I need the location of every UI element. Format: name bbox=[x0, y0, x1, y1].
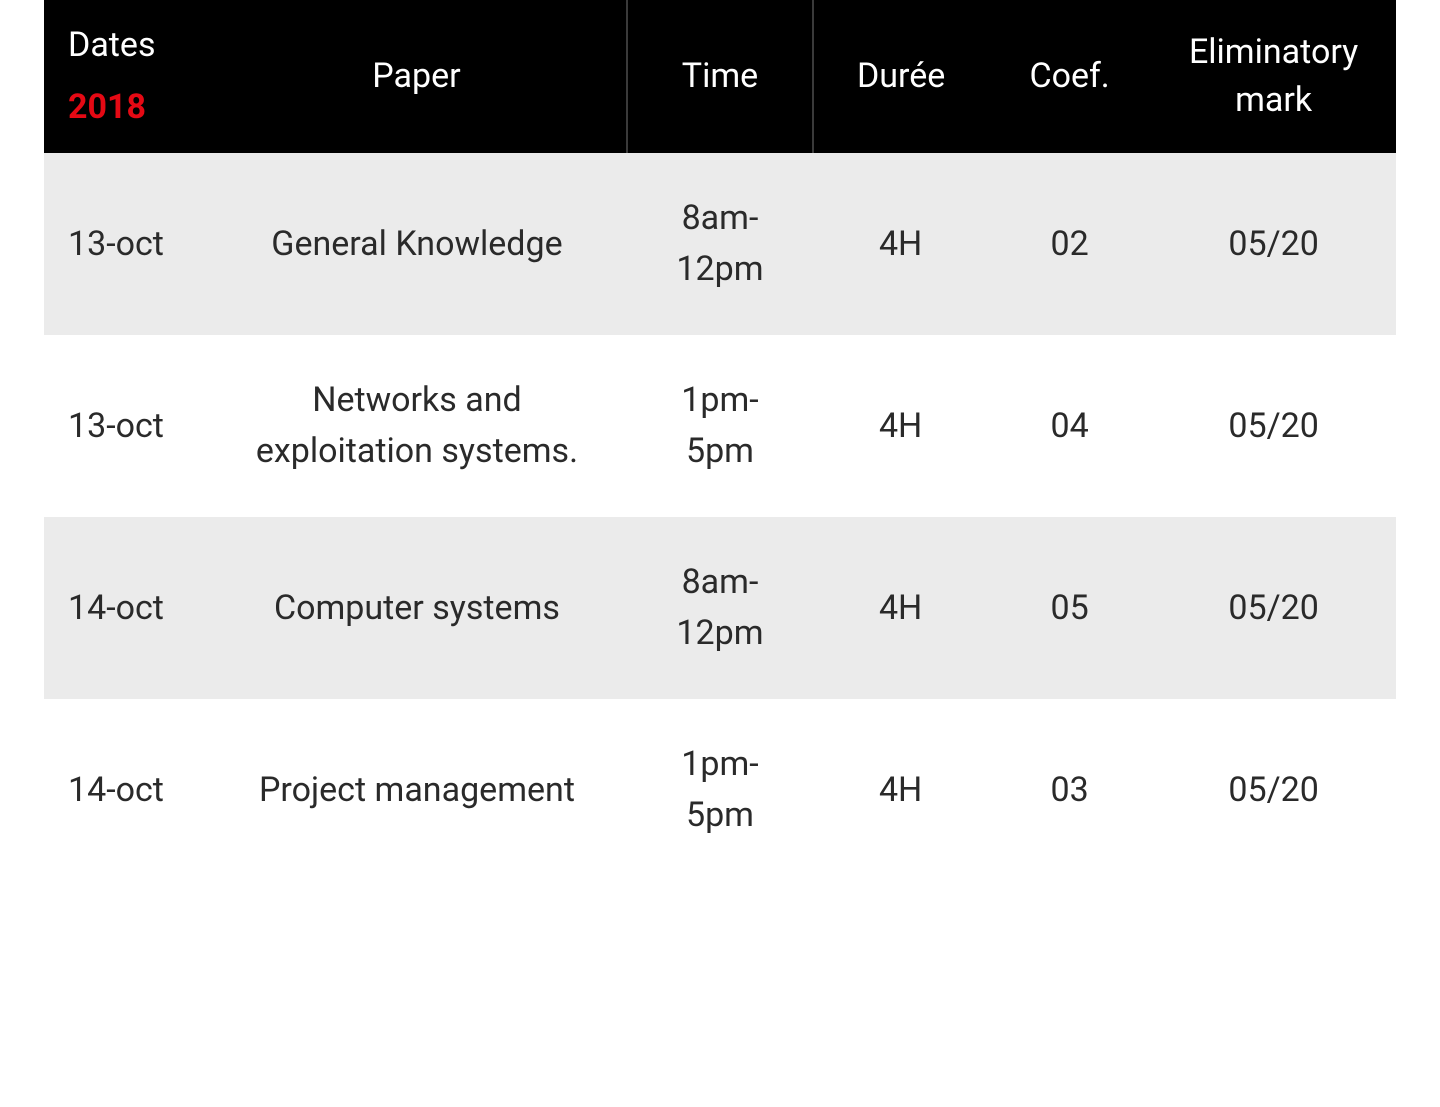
exam-schedule-table-wrapper: Dates 2018 Paper Time Durée Coef. Elimin… bbox=[0, 0, 1440, 881]
column-header-coef: Coef. bbox=[988, 0, 1151, 153]
table-row: 14-oct Computer systems 8am-12pm 4H 05 0… bbox=[44, 517, 1396, 699]
table-row: 13-oct Networks and exploitation systems… bbox=[44, 335, 1396, 517]
cell-elim: 05/20 bbox=[1151, 153, 1396, 335]
cell-date: 14-oct bbox=[44, 517, 207, 699]
cell-paper: Computer systems bbox=[207, 517, 627, 699]
table-header: Dates 2018 Paper Time Durée Coef. Elimin… bbox=[44, 0, 1396, 153]
column-header-elim: Eliminatory mark bbox=[1151, 0, 1396, 153]
cell-elim: 05/20 bbox=[1151, 699, 1396, 881]
header-year: 2018 bbox=[68, 84, 183, 132]
cell-paper: Project management bbox=[207, 699, 627, 881]
cell-paper: General Knowledge bbox=[207, 153, 627, 335]
column-header-paper: Paper bbox=[207, 0, 627, 153]
table-header-row: Dates 2018 Paper Time Durée Coef. Elimin… bbox=[44, 0, 1396, 153]
cell-time: 8am-12pm bbox=[627, 517, 813, 699]
cell-elim: 05/20 bbox=[1151, 517, 1396, 699]
exam-schedule-table: Dates 2018 Paper Time Durée Coef. Elimin… bbox=[44, 0, 1396, 881]
cell-elim: 05/20 bbox=[1151, 335, 1396, 517]
cell-duree: 4H bbox=[813, 699, 988, 881]
header-label-dates: Dates bbox=[68, 25, 156, 65]
cell-duree: 4H bbox=[813, 517, 988, 699]
column-header-dates: Dates 2018 bbox=[44, 0, 207, 153]
cell-time: 8am-12pm bbox=[627, 153, 813, 335]
cell-coef: 05 bbox=[988, 517, 1151, 699]
cell-paper: Networks and exploitation systems. bbox=[207, 335, 627, 517]
cell-date: 13-oct bbox=[44, 335, 207, 517]
cell-time: 1pm-5pm bbox=[627, 699, 813, 881]
cell-coef: 02 bbox=[988, 153, 1151, 335]
cell-date: 14-oct bbox=[44, 699, 207, 881]
column-header-time: Time bbox=[627, 0, 813, 153]
table-body: 13-oct General Knowledge 8am-12pm 4H 02 … bbox=[44, 153, 1396, 881]
cell-duree: 4H bbox=[813, 335, 988, 517]
table-row: 14-oct Project management 1pm-5pm 4H 03 … bbox=[44, 699, 1396, 881]
cell-coef: 03 bbox=[988, 699, 1151, 881]
cell-duree: 4H bbox=[813, 153, 988, 335]
column-header-duree: Durée bbox=[813, 0, 988, 153]
cell-time: 1pm-5pm bbox=[627, 335, 813, 517]
cell-date: 13-oct bbox=[44, 153, 207, 335]
cell-coef: 04 bbox=[988, 335, 1151, 517]
table-row: 13-oct General Knowledge 8am-12pm 4H 02 … bbox=[44, 153, 1396, 335]
